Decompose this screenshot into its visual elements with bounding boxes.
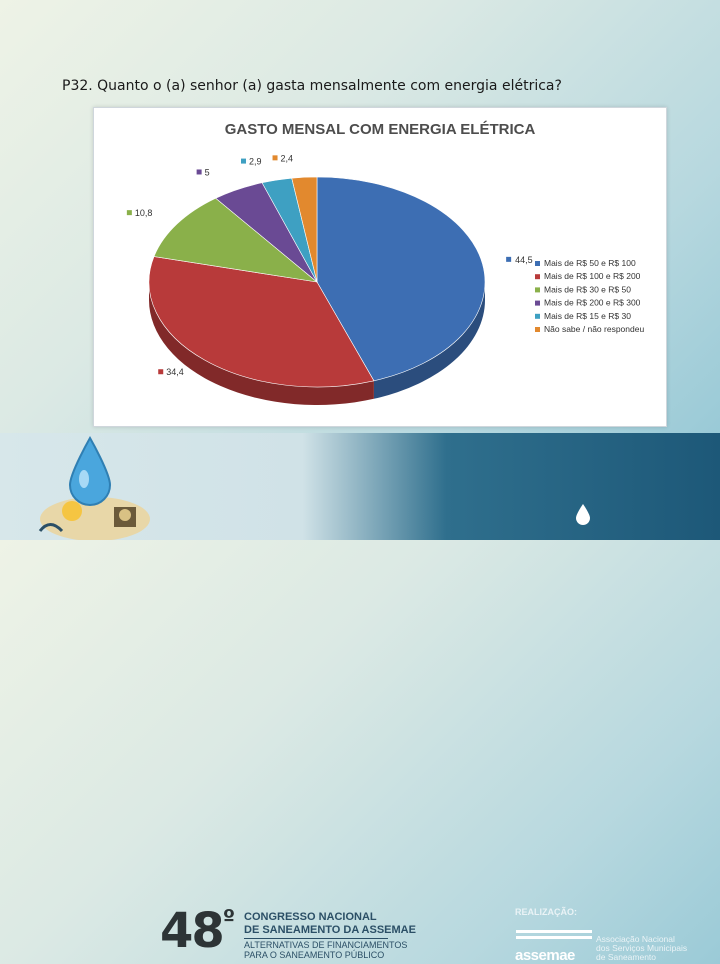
legend-label-1: Mais de R$ 100 e R$ 200: [544, 271, 641, 281]
legend-swatch-4: [535, 313, 540, 319]
pie-slice-2: [153, 197, 319, 283]
data-label-4: 2,9: [249, 157, 262, 167]
org-line-2: dos Serviços Municipais: [596, 943, 688, 953]
data-label-marker-1: [158, 369, 164, 375]
org-line-3: de Saneamento: [596, 952, 657, 962]
org-line-1: Associação Nacional: [596, 934, 675, 944]
data-label-3: 5: [205, 167, 210, 177]
pie-slice-1: [148, 256, 375, 388]
pie-slices: [148, 176, 486, 388]
pie-data-labels: 44,5 34,4 10,8 5 2,9 2,4: [126, 153, 533, 377]
congress-subtitle-2: PARA O SANEAMENTO PÚBLICO: [244, 950, 385, 960]
congress-divider: [244, 938, 388, 939]
edition-digits: 48: [160, 903, 225, 959]
data-label-marker-5: [272, 155, 278, 161]
pie-depth: [149, 282, 485, 405]
assemae-logo-mark: [516, 930, 592, 939]
legend-swatch-3: [535, 300, 540, 306]
data-label-5: 2,4: [281, 153, 294, 163]
legend-swatch-2: [535, 287, 540, 293]
data-label-0: 44,5: [515, 255, 533, 265]
legend-label-5: Não sabe / não respondeu: [544, 324, 644, 334]
congress-line-1: CONGRESSO NACIONAL: [244, 911, 377, 923]
pie-chart-card: GASTO MENSAL COM ENERGIA ELÉTRICA 44,5 34…: [93, 107, 667, 427]
organization-name: Associação Nacional dos Serviços Municip…: [596, 935, 687, 962]
data-label-marker-3: [196, 169, 202, 175]
event-footer: 48º CONGRESSO NACIONAL DE SANEAMENTO DA …: [0, 433, 720, 964]
chart-legend: Mais de R$ 50 e R$ 100 Mais de R$ 100 e R…: [535, 258, 644, 334]
legend-label-2: Mais de R$ 30 e R$ 50: [544, 284, 631, 294]
data-label-marker-2: [126, 210, 132, 216]
pie-slice-0: [316, 176, 486, 382]
edition-suffix: º: [222, 906, 236, 931]
pie-chart: GASTO MENSAL COM ENERGIA ELÉTRICA 44,5 34…: [126, 121, 644, 405]
assemae-wordmark: assemae: [515, 947, 575, 964]
question-text: P32. Quanto o (a) senhor (a) gasta mensa…: [62, 78, 562, 94]
legend-label-3: Mais de R$ 200 e R$ 300: [544, 298, 641, 308]
legend-swatch-1: [535, 274, 540, 280]
legend-swatch-0: [535, 261, 540, 266]
congress-subtitle-1: ALTERNATIVAS DE FINANCIAMENTOS: [244, 940, 408, 950]
congress-line-2: DE SANEAMENTO DA ASSEMAE: [244, 924, 416, 936]
pie-slice-5: [291, 176, 318, 283]
data-label-1: 34,4: [166, 367, 184, 377]
drop-icon: [576, 504, 590, 525]
pie-slice-side-1: [149, 282, 374, 405]
chart-title: GASTO MENSAL COM ENERGIA ELÉTRICA: [225, 121, 536, 138]
legend-label-0: Mais de R$ 50 e R$ 100: [544, 258, 636, 268]
legend-swatch-5: [535, 327, 540, 332]
data-label-marker-4: [241, 158, 247, 164]
data-label-2: 10,8: [135, 208, 153, 218]
legend-label-4: Mais de R$ 15 e R$ 30: [544, 311, 631, 321]
pie-slice-side-0: [373, 282, 485, 399]
water-drop-logo: [38, 435, 150, 540]
data-label-marker-0: [506, 256, 512, 262]
realizacao-label: REALIZAÇÃO:: [515, 907, 577, 917]
edition-number: 48º: [160, 903, 236, 959]
